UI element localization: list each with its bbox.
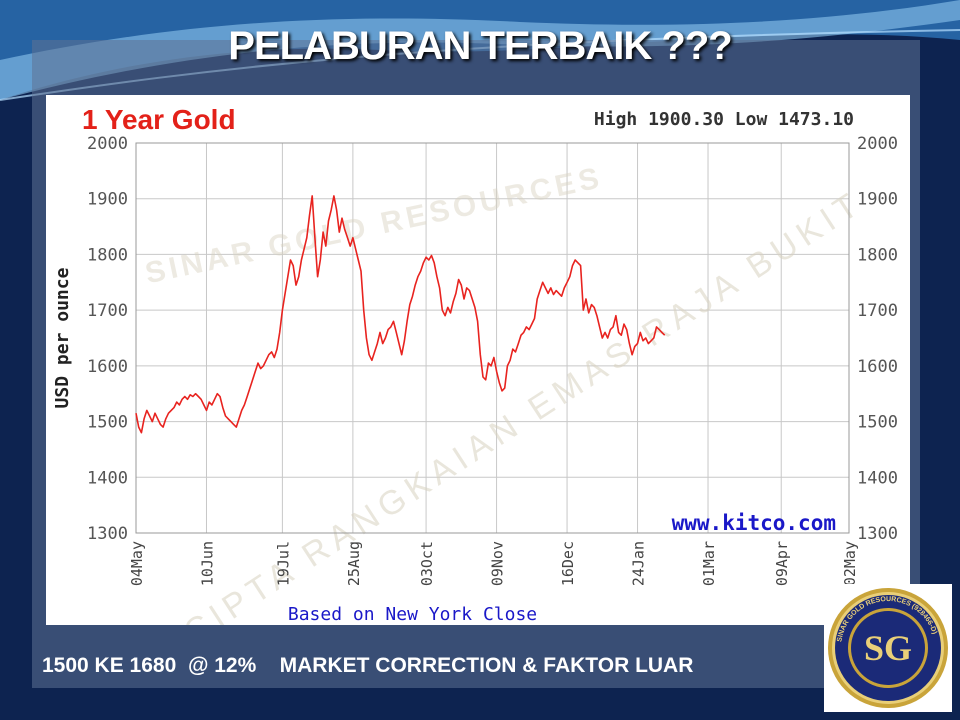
company-logo: SINAR GOLD RESOURCES (928466-D) SG [824,584,952,712]
y-tick-label-left: 1600 [87,357,128,377]
y-tick-label-left: 1400 [87,468,128,488]
x-tick-label: 09Nov [489,541,507,586]
high-low-label: High 1900.30 Low 1473.10 [594,109,854,130]
y-tick-label-left: 2000 [87,134,128,154]
x-tick-label: 02May [841,541,859,586]
y-tick-label-right: 1600 [857,357,898,377]
y-tick-label-right: 1900 [857,190,898,210]
x-tick-label: 10Jun [198,541,216,586]
y-tick-label-right: 1500 [857,413,898,433]
plot-frame [135,142,850,534]
x-tick-label: 19Jul [274,541,292,586]
y-tick-label-right: 1800 [857,245,898,265]
x-axis-label: Based on New York Close [288,604,537,625]
source-link[interactable]: www.kitco.com [672,511,836,535]
y-tick-label-left: 1900 [87,190,128,210]
watermark-company: SINAR GOLD RESOURCES [142,161,605,290]
logo-initials: SG [864,628,912,668]
y-tick-label-left: 1700 [87,301,128,321]
gold-price-line [135,195,666,434]
x-tick-label: 03Oct [418,541,436,586]
chart-svg: HAK CIPTA RANGKAIAN EMAS RAJA BUKITSINAR… [52,104,898,625]
y-tick-label-right: 2000 [857,134,898,154]
slide-title: PELABURAN TERBAIK ??? [228,24,732,68]
x-tick-label: 16Dec [559,541,577,586]
y-tick-label-right: 1700 [857,301,898,321]
gold-chart: HAK CIPTA RANGKAIAN EMAS RAJA BUKIT SINAR… [46,95,910,625]
logo-emblem: SINAR GOLD RESOURCES (928466-D) SG [828,588,948,708]
y-tick-label-left: 1500 [87,413,128,433]
x-tick-label: 09Apr [773,541,791,586]
y-tick-label-right: 1400 [857,468,898,488]
y-tick-label-right: 1300 [857,524,898,544]
chart-title: 1 Year Gold [82,104,236,135]
y-axis-label: USD per ounce [52,267,73,408]
y-tick-label-left: 1800 [87,245,128,265]
slide-caption: 1500 KE 1680 @ 12% MARKET CORRECTION & F… [42,654,694,677]
x-tick-label: 04May [128,541,146,586]
x-tick-label: 24Jan [630,541,648,586]
x-tick-label: 25Aug [345,541,363,586]
x-tick-label: 01Mar [700,541,718,586]
y-tick-label-left: 1300 [87,524,128,544]
